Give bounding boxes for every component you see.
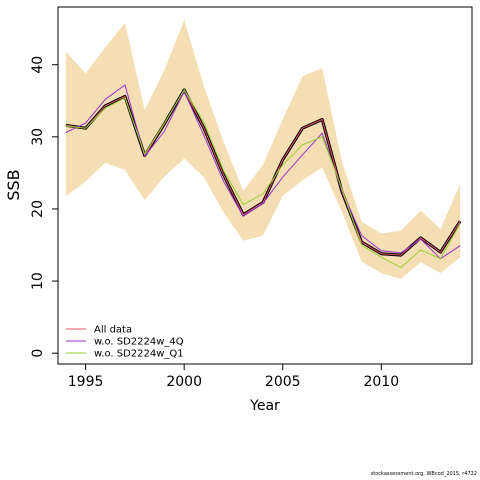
y-tick-label: 30 <box>30 128 46 146</box>
legend-label: w.o. SD2224w_4Q <box>94 337 184 348</box>
x-tick-label: 2000 <box>166 374 202 390</box>
x-tick-label: 2005 <box>265 374 301 390</box>
plot-area <box>65 20 462 279</box>
y-tick-label: 20 <box>30 200 46 218</box>
x-tick-label: 2010 <box>363 374 399 390</box>
y-tick-label: 10 <box>30 272 46 290</box>
y-axis-label: SSB <box>4 169 23 200</box>
series-line-2 <box>65 84 461 260</box>
confidence-band <box>65 20 461 279</box>
axes: 1995 2000 2005 2010 0 10 20 30 40 <box>30 56 399 390</box>
legend-label: w.o. SD2224w_Q1 <box>94 349 184 360</box>
y-tick-label: 0 <box>30 349 46 358</box>
y-tick-label: 40 <box>30 56 46 74</box>
legend-label: All data <box>94 325 132 336</box>
x-tick-label: 1995 <box>68 374 104 390</box>
x-axis-label: Year <box>249 398 280 414</box>
plot-frame <box>57 6 473 365</box>
series-line-3 <box>65 88 461 269</box>
footer-credit: stockassessment.org, WBcod_2015, r4722 <box>370 471 477 477</box>
